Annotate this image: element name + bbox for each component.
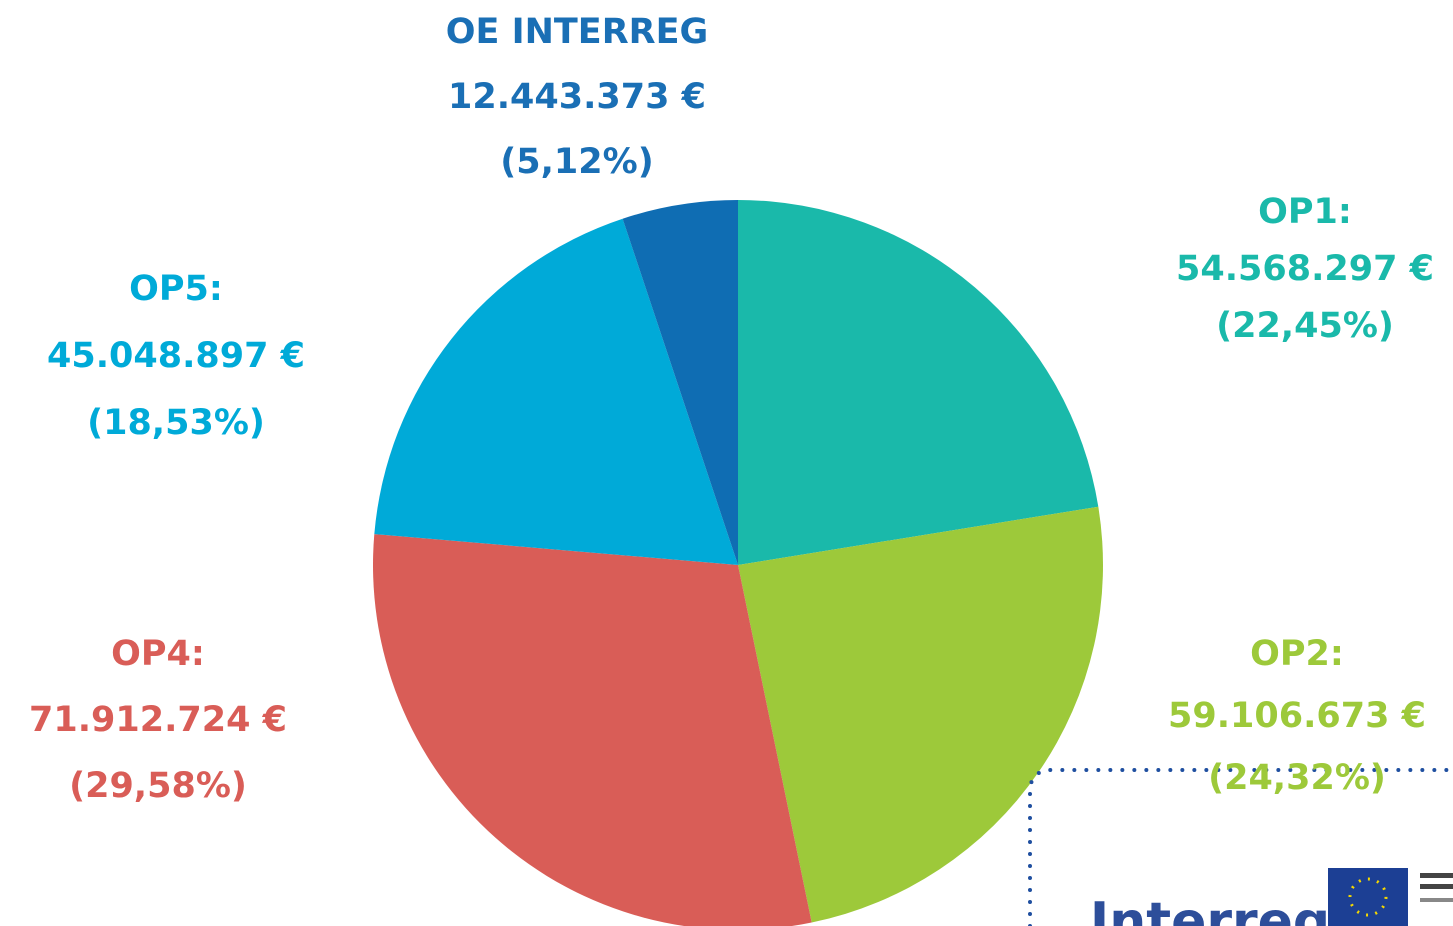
pie — [373, 200, 1104, 926]
logo: Interreg — [1028, 768, 1453, 926]
slice-name: OP5: — [129, 269, 223, 309]
pie-slice — [374, 218, 738, 566]
logo-text: Interreg — [1090, 892, 1330, 926]
slice-label: OE INTERREG 12.443.373 € (5,12%) — [446, 12, 708, 182]
logo-fine-print — [1420, 898, 1453, 902]
eu-stars — [1348, 877, 1388, 917]
slice-value: 54.568.297 € — [1176, 249, 1434, 289]
slice-value: 71.912.724 € — [29, 700, 287, 740]
slice-value: 45.048.897 € — [47, 336, 305, 376]
logo-fine-print — [1420, 884, 1453, 889]
pie-slice — [622, 200, 738, 565]
slice-value: 59.106.673 € — [1168, 696, 1426, 736]
pie-slice — [373, 534, 812, 926]
slice-name: OE INTERREG — [446, 12, 708, 52]
pie-slice — [738, 506, 1104, 923]
slice-value: 12.443.373 € — [448, 77, 706, 117]
slice-name: OP4: — [111, 634, 205, 674]
slice-percent: (5,12%) — [500, 142, 653, 182]
slice-name: OP2: — [1250, 634, 1344, 674]
logo-border — [1028, 768, 1453, 926]
pie-slice — [738, 200, 1099, 565]
slice-percent: (29,58%) — [69, 766, 247, 806]
slice-percent: (22,45%) — [1216, 306, 1394, 346]
slice-label: OP4: 71.912.724 € (29,58%) — [29, 634, 287, 806]
slice-name: OP1: — [1258, 192, 1352, 232]
slice-label: OP2: 59.106.673 € (24,32%) — [1168, 634, 1426, 798]
slice-percent: (18,53%) — [87, 403, 265, 443]
eu-flag — [1328, 868, 1408, 926]
slice-label: OP1: 54.568.297 € (22,45%) — [1176, 192, 1434, 346]
logo-fine-print — [1420, 873, 1453, 878]
slice-label: OP5: 45.048.897 € (18,53%) — [47, 269, 305, 443]
slice-percent: (24,32%) — [1208, 758, 1386, 798]
